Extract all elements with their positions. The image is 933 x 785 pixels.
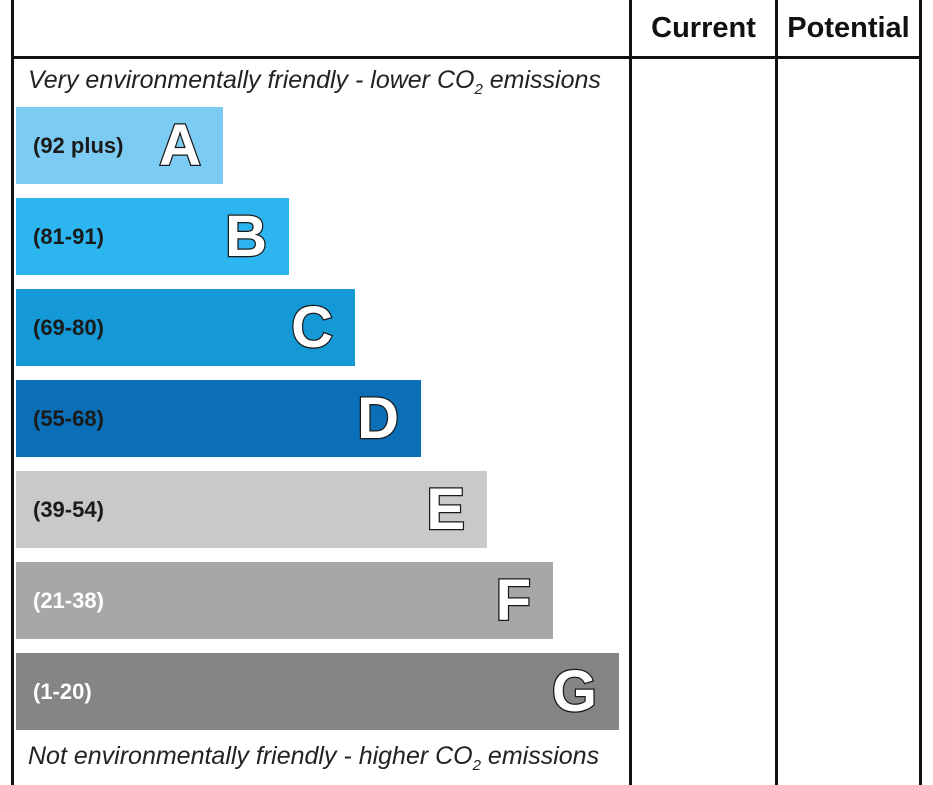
bottom-note: Not environmentally friendly - higher CO… <box>28 742 599 774</box>
band-letter: G <box>551 658 599 724</box>
band-b: (81-91) B <box>16 198 289 275</box>
band-a: (92 plus) A <box>16 107 223 184</box>
band-letter: A <box>158 112 202 178</box>
band-range-label: (55-68) <box>33 405 104 431</box>
potential-column-divider <box>775 0 778 785</box>
current-column-divider <box>629 0 632 785</box>
top-note-prefix: Very environmentally friendly - lower CO <box>28 66 475 94</box>
band-letter: C <box>290 294 334 360</box>
header-bottom-border <box>11 56 922 59</box>
band-f: (21-38) F <box>16 562 553 639</box>
top-note-subscript: 2 <box>474 81 483 98</box>
potential-header: Potential <box>787 11 910 44</box>
bottom-note-suffix: emissions <box>480 742 600 770</box>
top-note: Very environmentally friendly - lower CO… <box>28 66 601 98</box>
band-range-label: (69-80) <box>33 314 104 340</box>
band-range-label: (21-38) <box>33 587 104 613</box>
top-note-suffix: emissions <box>482 66 601 94</box>
bottom-note-prefix: Not environmentally friendly - higher CO <box>28 742 473 770</box>
band-d: (55-68) D <box>16 380 421 457</box>
band-g: (1-20) G <box>16 653 619 730</box>
band-letter: B <box>224 203 268 269</box>
band-range-label: (1-20) <box>33 678 92 704</box>
frame-border-right <box>919 0 922 785</box>
band-range-label: (39-54) <box>33 496 104 522</box>
band-e: (39-54) E <box>16 471 487 548</box>
band-range-label: (81-91) <box>33 223 104 249</box>
current-header: Current <box>651 11 756 44</box>
band-range-label: (92 plus) <box>33 132 124 158</box>
band-letter: F <box>494 567 532 633</box>
bottom-note-subscript: 2 <box>472 757 481 774</box>
frame-border-left <box>11 0 14 785</box>
band-letter: D <box>356 385 400 451</box>
band-letter: E <box>425 476 466 542</box>
band-c: (69-80) C <box>16 289 355 366</box>
